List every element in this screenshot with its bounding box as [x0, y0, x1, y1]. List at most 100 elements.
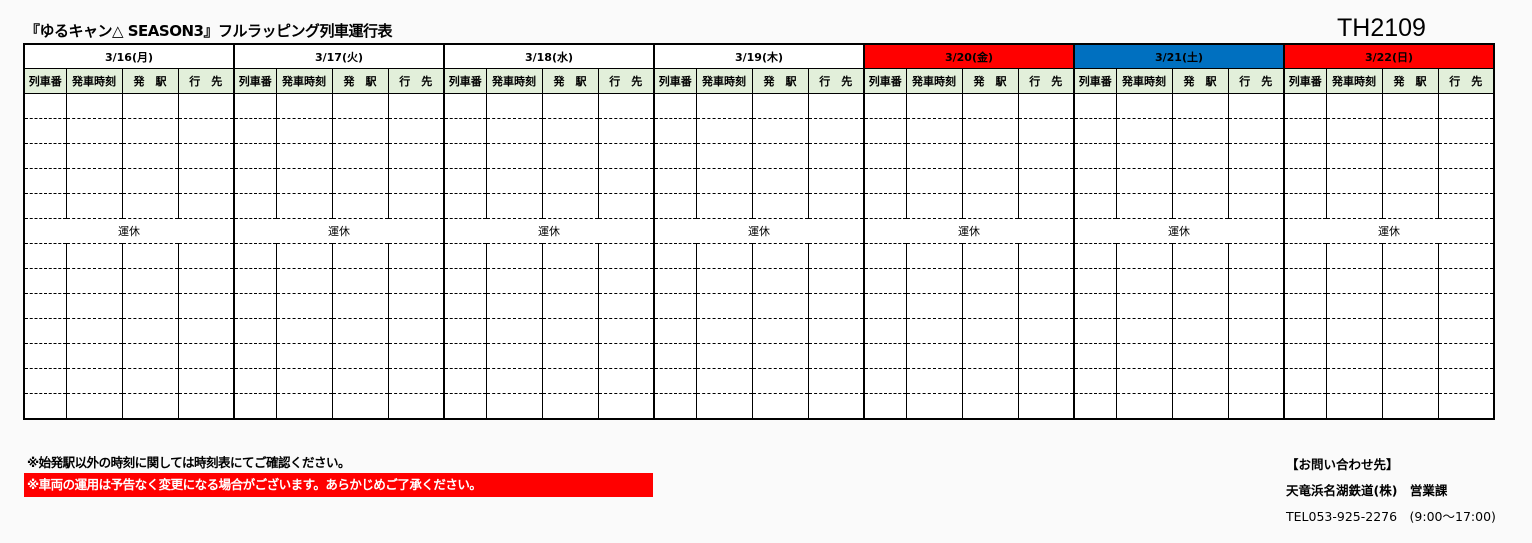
note-vehicle-change: ※車両の運用は予告なく変更になる場合がございます。あらかじめご了承ください。: [24, 473, 653, 497]
table-cell: [695, 318, 753, 344]
table-cell: [387, 393, 445, 420]
table-cell: [233, 168, 277, 194]
table-cell: [751, 168, 809, 194]
table-cell: [863, 318, 907, 344]
table-cell: [23, 268, 67, 294]
table-cell: [387, 318, 445, 344]
table-cell: [1325, 368, 1383, 394]
table-cell: [541, 368, 599, 394]
table-cell: [1115, 193, 1173, 219]
table-cell: [961, 118, 1019, 144]
table-cell: [233, 243, 277, 269]
day-header: 3/16(月): [23, 43, 235, 69]
table-cell: [23, 168, 67, 194]
column-header: 行 先: [1017, 68, 1075, 94]
table-cell: [387, 268, 445, 294]
table-cell: [961, 243, 1019, 269]
table-cell: [23, 393, 67, 420]
table-cell: [905, 243, 963, 269]
table-cell: [695, 193, 753, 219]
table-cell: [863, 93, 907, 119]
table-cell: [1017, 143, 1075, 169]
table-cell: [121, 318, 179, 344]
table-cell: [905, 343, 963, 369]
table-cell: [695, 118, 753, 144]
table-cell: [541, 318, 599, 344]
table-cell: [1325, 318, 1383, 344]
contact-block: 【お問い合わせ先】 天竜浜名湖鉄道(株) 営業課 TEL053-925-2276…: [1286, 452, 1496, 530]
table-cell: [65, 393, 123, 420]
table-cell: [121, 193, 179, 219]
table-cell: [331, 93, 389, 119]
table-cell: [1227, 343, 1285, 369]
table-cell: [961, 293, 1019, 319]
table-cell: [1283, 193, 1327, 219]
table-cell: [863, 168, 907, 194]
table-cell: [541, 143, 599, 169]
table-cell: [597, 368, 655, 394]
table-cell: [1283, 168, 1327, 194]
table-cell: [23, 368, 67, 394]
table-cell: [1073, 93, 1117, 119]
column-header: 発 駅: [121, 68, 179, 94]
column-header: 発車時刻: [1325, 68, 1383, 94]
table-cell: [443, 168, 487, 194]
table-cell: [1227, 293, 1285, 319]
table-cell: [1381, 368, 1439, 394]
table-cell: [961, 368, 1019, 394]
table-cell: [177, 393, 235, 420]
column-header: 列車番: [1073, 68, 1117, 94]
table-cell: [597, 193, 655, 219]
table-cell: [65, 368, 123, 394]
table-cell: [695, 268, 753, 294]
table-cell: [807, 293, 865, 319]
table-cell: [331, 168, 389, 194]
table-cell: [1325, 118, 1383, 144]
table-cell: [695, 143, 753, 169]
table-cell: [807, 168, 865, 194]
table-cell: [807, 243, 865, 269]
table-cell: [177, 318, 235, 344]
column-header: 列車番: [23, 68, 67, 94]
day-header: 3/20(金): [863, 43, 1075, 69]
table-cell: [65, 243, 123, 269]
column-header: 行 先: [177, 68, 235, 94]
table-cell: [695, 293, 753, 319]
table-cell: [961, 318, 1019, 344]
status-cell: 運休: [863, 218, 1075, 244]
page-title: 『ゆるキャン△ SEASON3』フルラッピング列車運行表: [25, 22, 392, 40]
table-cell: [905, 193, 963, 219]
table-cell: [751, 93, 809, 119]
table-cell: [485, 118, 543, 144]
table-cell: [751, 318, 809, 344]
table-cell: [1171, 343, 1229, 369]
table-cell: [275, 243, 333, 269]
table-cell: [597, 243, 655, 269]
table-cell: [807, 193, 865, 219]
table-cell: [597, 143, 655, 169]
column-header: 発 駅: [331, 68, 389, 94]
table-cell: [1437, 193, 1495, 219]
contact-heading: 【お問い合わせ先】: [1286, 457, 1399, 472]
table-cell: [23, 118, 67, 144]
table-cell: [275, 93, 333, 119]
table-cell: [177, 118, 235, 144]
table-cell: [65, 343, 123, 369]
table-cell: [331, 343, 389, 369]
table-cell: [1017, 93, 1075, 119]
table-cell: [751, 268, 809, 294]
table-cell: [1381, 193, 1439, 219]
table-cell: [121, 118, 179, 144]
table-cell: [1437, 368, 1495, 394]
train-code: TH2109: [1337, 14, 1426, 42]
table-cell: [1437, 268, 1495, 294]
table-cell: [695, 368, 753, 394]
table-cell: [1283, 293, 1327, 319]
table-cell: [1325, 393, 1383, 420]
table-cell: [1171, 143, 1229, 169]
table-cell: [597, 393, 655, 420]
table-cell: [695, 168, 753, 194]
table-cell: [485, 318, 543, 344]
table-cell: [121, 243, 179, 269]
table-cell: [1171, 193, 1229, 219]
